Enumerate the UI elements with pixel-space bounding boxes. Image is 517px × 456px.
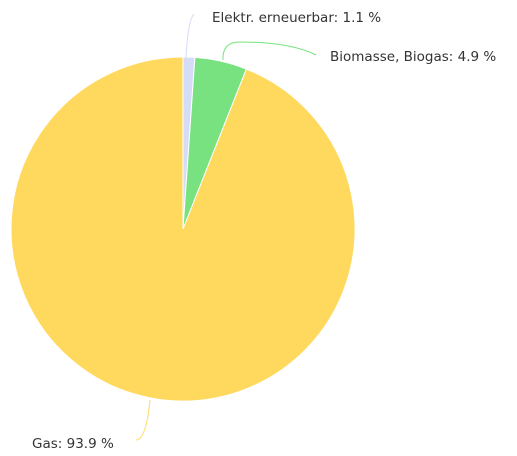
data-label: Elektr. erneuerbar: 1.1 % [212,10,381,26]
label-connector [222,41,317,61]
data-label: Biomasse, Biogas: 4.9 % [330,49,496,65]
label-connector [135,399,151,441]
pie-slice [10,56,356,402]
data-label: Gas: 93.9 % [32,436,114,452]
label-connector [185,13,195,59]
